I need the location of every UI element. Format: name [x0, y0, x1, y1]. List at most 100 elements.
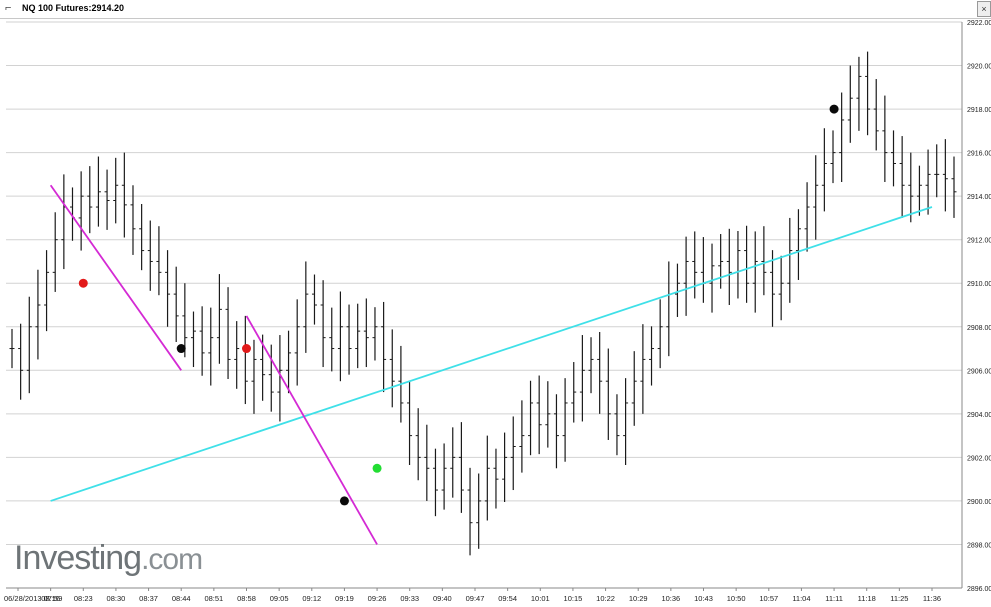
- ohlc-bar: [35, 269, 41, 360]
- ohlc-bar: [450, 427, 456, 498]
- ohlc-bar: [752, 231, 758, 313]
- ohlc-bar: [251, 339, 257, 414]
- ohlc-bar: [934, 144, 940, 198]
- x-tick-label: 10:36: [661, 594, 680, 603]
- ohlc-bar: [18, 323, 24, 400]
- ohlc-bar: [631, 351, 637, 426]
- ohlc-bar: [61, 174, 67, 270]
- ohlc-bar: [700, 237, 706, 303]
- y-tick-label: 2902.00: [967, 455, 991, 462]
- ohlc-bar: [821, 128, 827, 212]
- ohlc-bar: [571, 362, 577, 423]
- logo-brand: Investing: [14, 539, 142, 577]
- x-tick-label: 08:44: [172, 594, 191, 603]
- ohlc-bar: [441, 443, 447, 510]
- ohlc-bar: [510, 416, 516, 491]
- y-tick-label: 2908.00: [967, 325, 991, 332]
- ohlc-bar: [303, 261, 309, 353]
- ohlc-bar: [173, 266, 179, 343]
- x-tick-label: 08:51: [204, 594, 223, 603]
- y-tick-label: 2920.00: [967, 64, 991, 71]
- ohlc-bar: [873, 79, 879, 151]
- ohlc-bar: [458, 422, 464, 513]
- ohlc-bar: [502, 432, 508, 503]
- ohlc-bar: [623, 378, 629, 466]
- y-tick-label: 2914.00: [967, 194, 991, 201]
- ohlc-bar: [692, 231, 698, 299]
- pin-icon[interactable]: ⌐: [5, 2, 12, 14]
- ohlc-bar: [26, 296, 32, 394]
- black-marker: [176, 344, 186, 354]
- ohlc-bar: [355, 303, 361, 369]
- logo-suffix: .com: [141, 543, 203, 576]
- ohlc-bar: [925, 149, 931, 215]
- y-axis: 2896.00 2898.00 2900.00 2902.00 2904.00 2906.…: [961, 20, 991, 593]
- ohlc-bar: [882, 95, 888, 183]
- signal-markers: [78, 104, 839, 506]
- ohlc-bar: [891, 130, 897, 187]
- ohlc-bar: [476, 473, 482, 549]
- ohlc-bar: [424, 424, 430, 501]
- ohlc-bar: [415, 408, 421, 481]
- y-tick-label: 2918.00: [967, 107, 991, 114]
- ohlc-bar: [942, 139, 948, 212]
- ohlc-bar: [234, 321, 240, 389]
- ohlc-bar: [156, 226, 162, 296]
- x-tick-label: 06/28/2013 07:59: [4, 594, 62, 603]
- ohlc-bar: [337, 291, 343, 382]
- ohlc-bar: [830, 130, 836, 184]
- ohlc-bar: [9, 328, 15, 369]
- y-tick-label: 2898.00: [967, 542, 991, 549]
- x-tick-label: 11:04: [792, 594, 810, 603]
- ohlc-bar: [407, 380, 413, 466]
- ohlc-bar: [839, 92, 845, 183]
- ohlc-bar: [856, 56, 862, 131]
- investing-logo[interactable]: Investing.com: [14, 538, 203, 580]
- ohlc-bar: [432, 448, 438, 517]
- ohlc-bar: [113, 157, 119, 224]
- x-tick-label: 09:54: [498, 594, 517, 603]
- ohlc-bar: [484, 435, 490, 521]
- ohlc-bar: [44, 250, 50, 332]
- ohlc-bar: [78, 171, 84, 251]
- x-tick-label: 10:50: [727, 594, 746, 603]
- ohlc-bar: [899, 136, 905, 218]
- ohlc-bar: [787, 217, 793, 303]
- ohlc-bar: [865, 51, 871, 136]
- ohlc-bar: [268, 344, 274, 412]
- ohlc-bar: [553, 394, 559, 469]
- ohlc-bar: [761, 226, 767, 296]
- y-tick-label: 2922.00: [967, 20, 991, 27]
- ohlc-bar: [225, 287, 231, 380]
- x-tick-label: 09:26: [368, 594, 387, 603]
- ohlc-bar: [52, 212, 58, 292]
- ohlc-bar: [286, 330, 292, 394]
- ohlc-bar: [294, 299, 300, 386]
- ohlc-bar: [657, 299, 663, 369]
- ohlc-bar: [147, 220, 153, 291]
- ohlc-bar: [908, 152, 914, 223]
- ohlc-bar: [216, 274, 222, 364]
- y-tick-label: 2900.00: [967, 499, 991, 506]
- ohlc-bar: [528, 380, 534, 456]
- ohlc-bar: [951, 156, 957, 218]
- ohlc-bar: [381, 301, 387, 393]
- x-tick-label: 11:36: [923, 594, 941, 603]
- ohlc-bar: [130, 185, 136, 255]
- black-marker: [829, 104, 839, 114]
- black-marker: [339, 496, 349, 506]
- ohlc-bar: [519, 400, 525, 473]
- x-tick-label: 10:43: [694, 594, 713, 603]
- y-tick-label: 2912.00: [967, 238, 991, 245]
- x-tick-label: 09:19: [335, 594, 354, 603]
- x-tick-label: 08:16: [41, 594, 60, 603]
- ohlc-bar: [545, 381, 551, 448]
- ohlc-bar: [87, 166, 93, 234]
- ohlc-bar: [320, 280, 326, 368]
- ohlc-bar: [208, 307, 214, 386]
- ohlc-bar: [199, 306, 205, 376]
- ohlc-bar: [744, 225, 750, 303]
- ohlc-bar: [579, 335, 585, 422]
- ohlc-bar: [683, 236, 689, 316]
